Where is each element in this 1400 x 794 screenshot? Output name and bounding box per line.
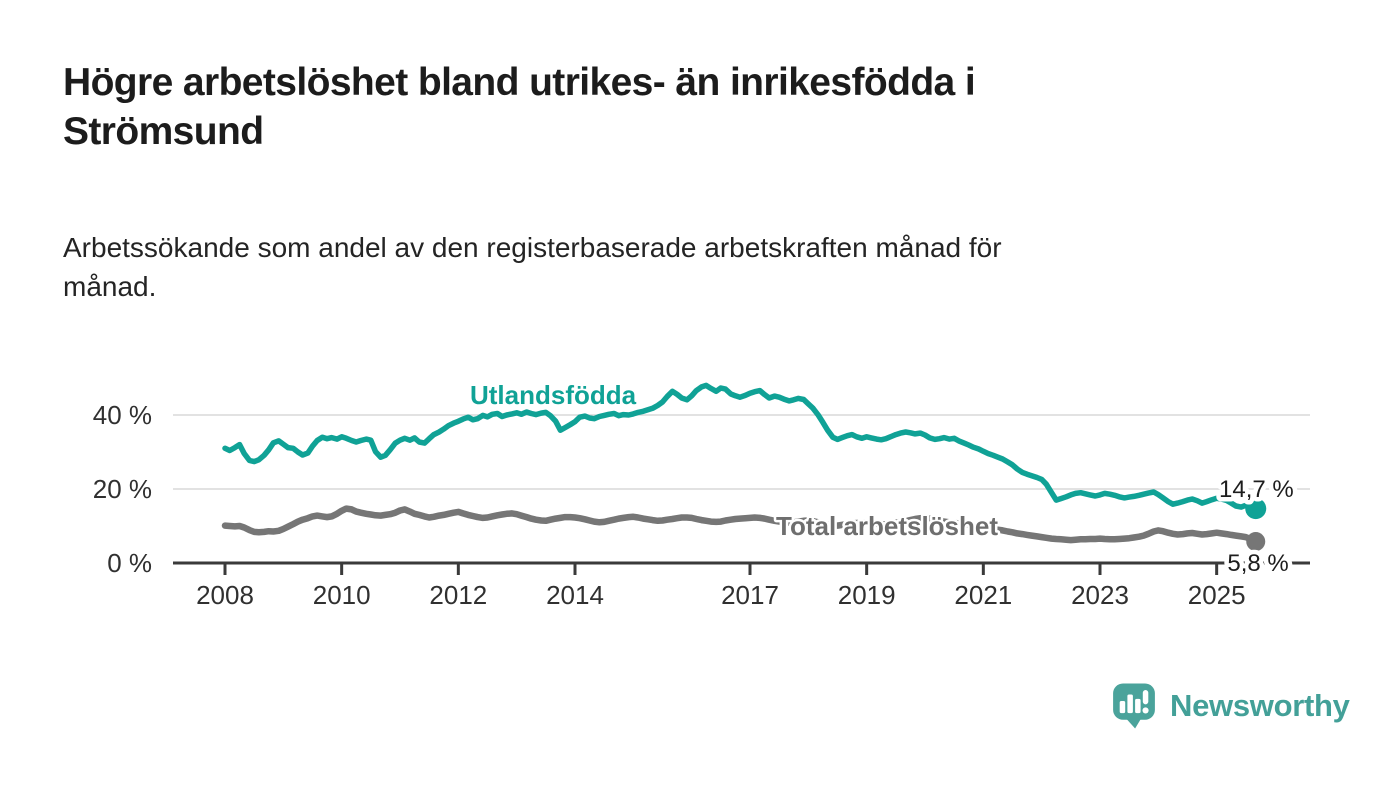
x-tick-label: 2010: [313, 580, 371, 610]
y-tick-label: 20 %: [93, 474, 152, 504]
series-end-dot: [1246, 532, 1266, 552]
brand-footer: Newsworthy: [1112, 682, 1350, 730]
data-series: [221, 382, 1267, 552]
page-title-line1: Högre arbetslöshet bland utrikes- än inr…: [63, 61, 976, 104]
y-tick-label: 0 %: [107, 548, 152, 578]
newsworthy-logo-icon: [1113, 683, 1155, 729]
page-title-line2: Strömsund: [63, 110, 264, 153]
chart-subtitle: Arbetssökande som andel av den registerb…: [63, 228, 1283, 306]
y-tick-label: 40 %: [93, 400, 152, 430]
x-tick-label: 2023: [1071, 580, 1129, 610]
series-end-dot: [1245, 498, 1267, 520]
x-tick-label: 2008: [196, 580, 254, 610]
end-value-label: 14,7 %: [1219, 476, 1294, 503]
end-value-label: 5,8 %: [1227, 550, 1288, 577]
series-label-total-arbetsloshet: Total arbetslöshet: [776, 511, 998, 541]
header: Högre arbetslöshet bland utrikes- än inr…: [63, 58, 1343, 156]
chart-subtitle-line2: månad.: [63, 271, 157, 302]
x-tick-label: 2014: [546, 580, 604, 610]
x-tick-label: 2019: [838, 580, 896, 610]
gridlines: [173, 414, 1310, 490]
x-tick-label: 2021: [954, 580, 1012, 610]
x-tick-label: 2017: [721, 580, 779, 610]
series-line-total: [221, 505, 1259, 545]
series-label-utlandsfodda: Utlandsfödda: [470, 380, 637, 410]
x-tick-label: 2012: [429, 580, 487, 610]
y-axis-labels: 0 % 20 % 40 %: [93, 400, 152, 578]
x-tick-label: 2025: [1188, 580, 1246, 610]
chart-subtitle-line1: Arbetssökande som andel av den registerb…: [63, 232, 1002, 263]
end-value-labels: 14,7 % 5,8 %: [1215, 472, 1299, 582]
brand-name: Newsworthy: [1170, 688, 1350, 723]
x-axis: 2008 2010 2012 2014 2017 2019 2021 2023 2025: [173, 561, 1310, 610]
series-line-utlandsfodda: [222, 382, 1259, 512]
page-title: Högre arbetslöshet bland utrikes- än inr…: [63, 58, 1343, 156]
